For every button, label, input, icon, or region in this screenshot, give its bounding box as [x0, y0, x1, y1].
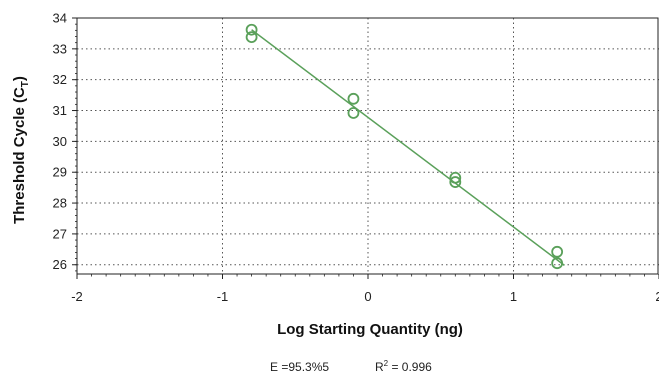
- r-squared-annotation: R2 = 0.996: [375, 359, 432, 374]
- y-tick-label: 32: [53, 72, 67, 87]
- axis-ticks: [72, 17, 659, 279]
- data-point: [449, 176, 462, 188]
- efficiency-annotation: E =95.3%5: [270, 360, 329, 374]
- y-axis-label: Threshold Cycle (CT): [11, 76, 31, 224]
- grid: [77, 18, 659, 274]
- r-squared-value: = 0.996: [388, 360, 432, 374]
- r-squared-prefix: R: [375, 360, 384, 374]
- y-axis-label-close: ): [11, 76, 28, 81]
- x-tick-label: 2: [655, 289, 659, 304]
- data-point: [245, 31, 258, 44]
- x-tick-label: -1: [217, 289, 229, 304]
- fit-line: [251, 29, 565, 266]
- x-tick-label: 0: [364, 289, 371, 304]
- data-point: [347, 107, 360, 119]
- y-tick-label: 33: [53, 41, 67, 56]
- data-point: [551, 257, 564, 270]
- data-point: [347, 92, 360, 105]
- x-tick-labels: -2 -1 0 1 2: [71, 289, 659, 304]
- y-axis-label-main: Threshold Cycle (C: [11, 87, 28, 224]
- y-tick-label: 29: [53, 165, 67, 180]
- r-squared-superscript: 2: [384, 359, 389, 368]
- y-tick-label: 26: [53, 257, 67, 272]
- data-point: [245, 23, 258, 36]
- y-tick-label: 31: [53, 103, 67, 118]
- plot-frame: [76, 17, 659, 275]
- data-points: [245, 23, 564, 270]
- data-point: [551, 245, 564, 258]
- x-tick-label: -2: [71, 289, 83, 304]
- y-tick-label: 30: [53, 134, 67, 149]
- y-tick-label: 27: [53, 226, 67, 241]
- x-tick-label: 1: [510, 289, 517, 304]
- y-tick-label: 28: [53, 196, 67, 211]
- x-axis-label: Log Starting Quantity (ng): [277, 321, 463, 338]
- data-point: [449, 171, 462, 184]
- y-tick-label: 34: [53, 11, 67, 26]
- y-axis-label-subscript: T: [20, 81, 31, 87]
- y-tick-labels: 26 27 28 29 30 31 32 33 34: [53, 11, 67, 273]
